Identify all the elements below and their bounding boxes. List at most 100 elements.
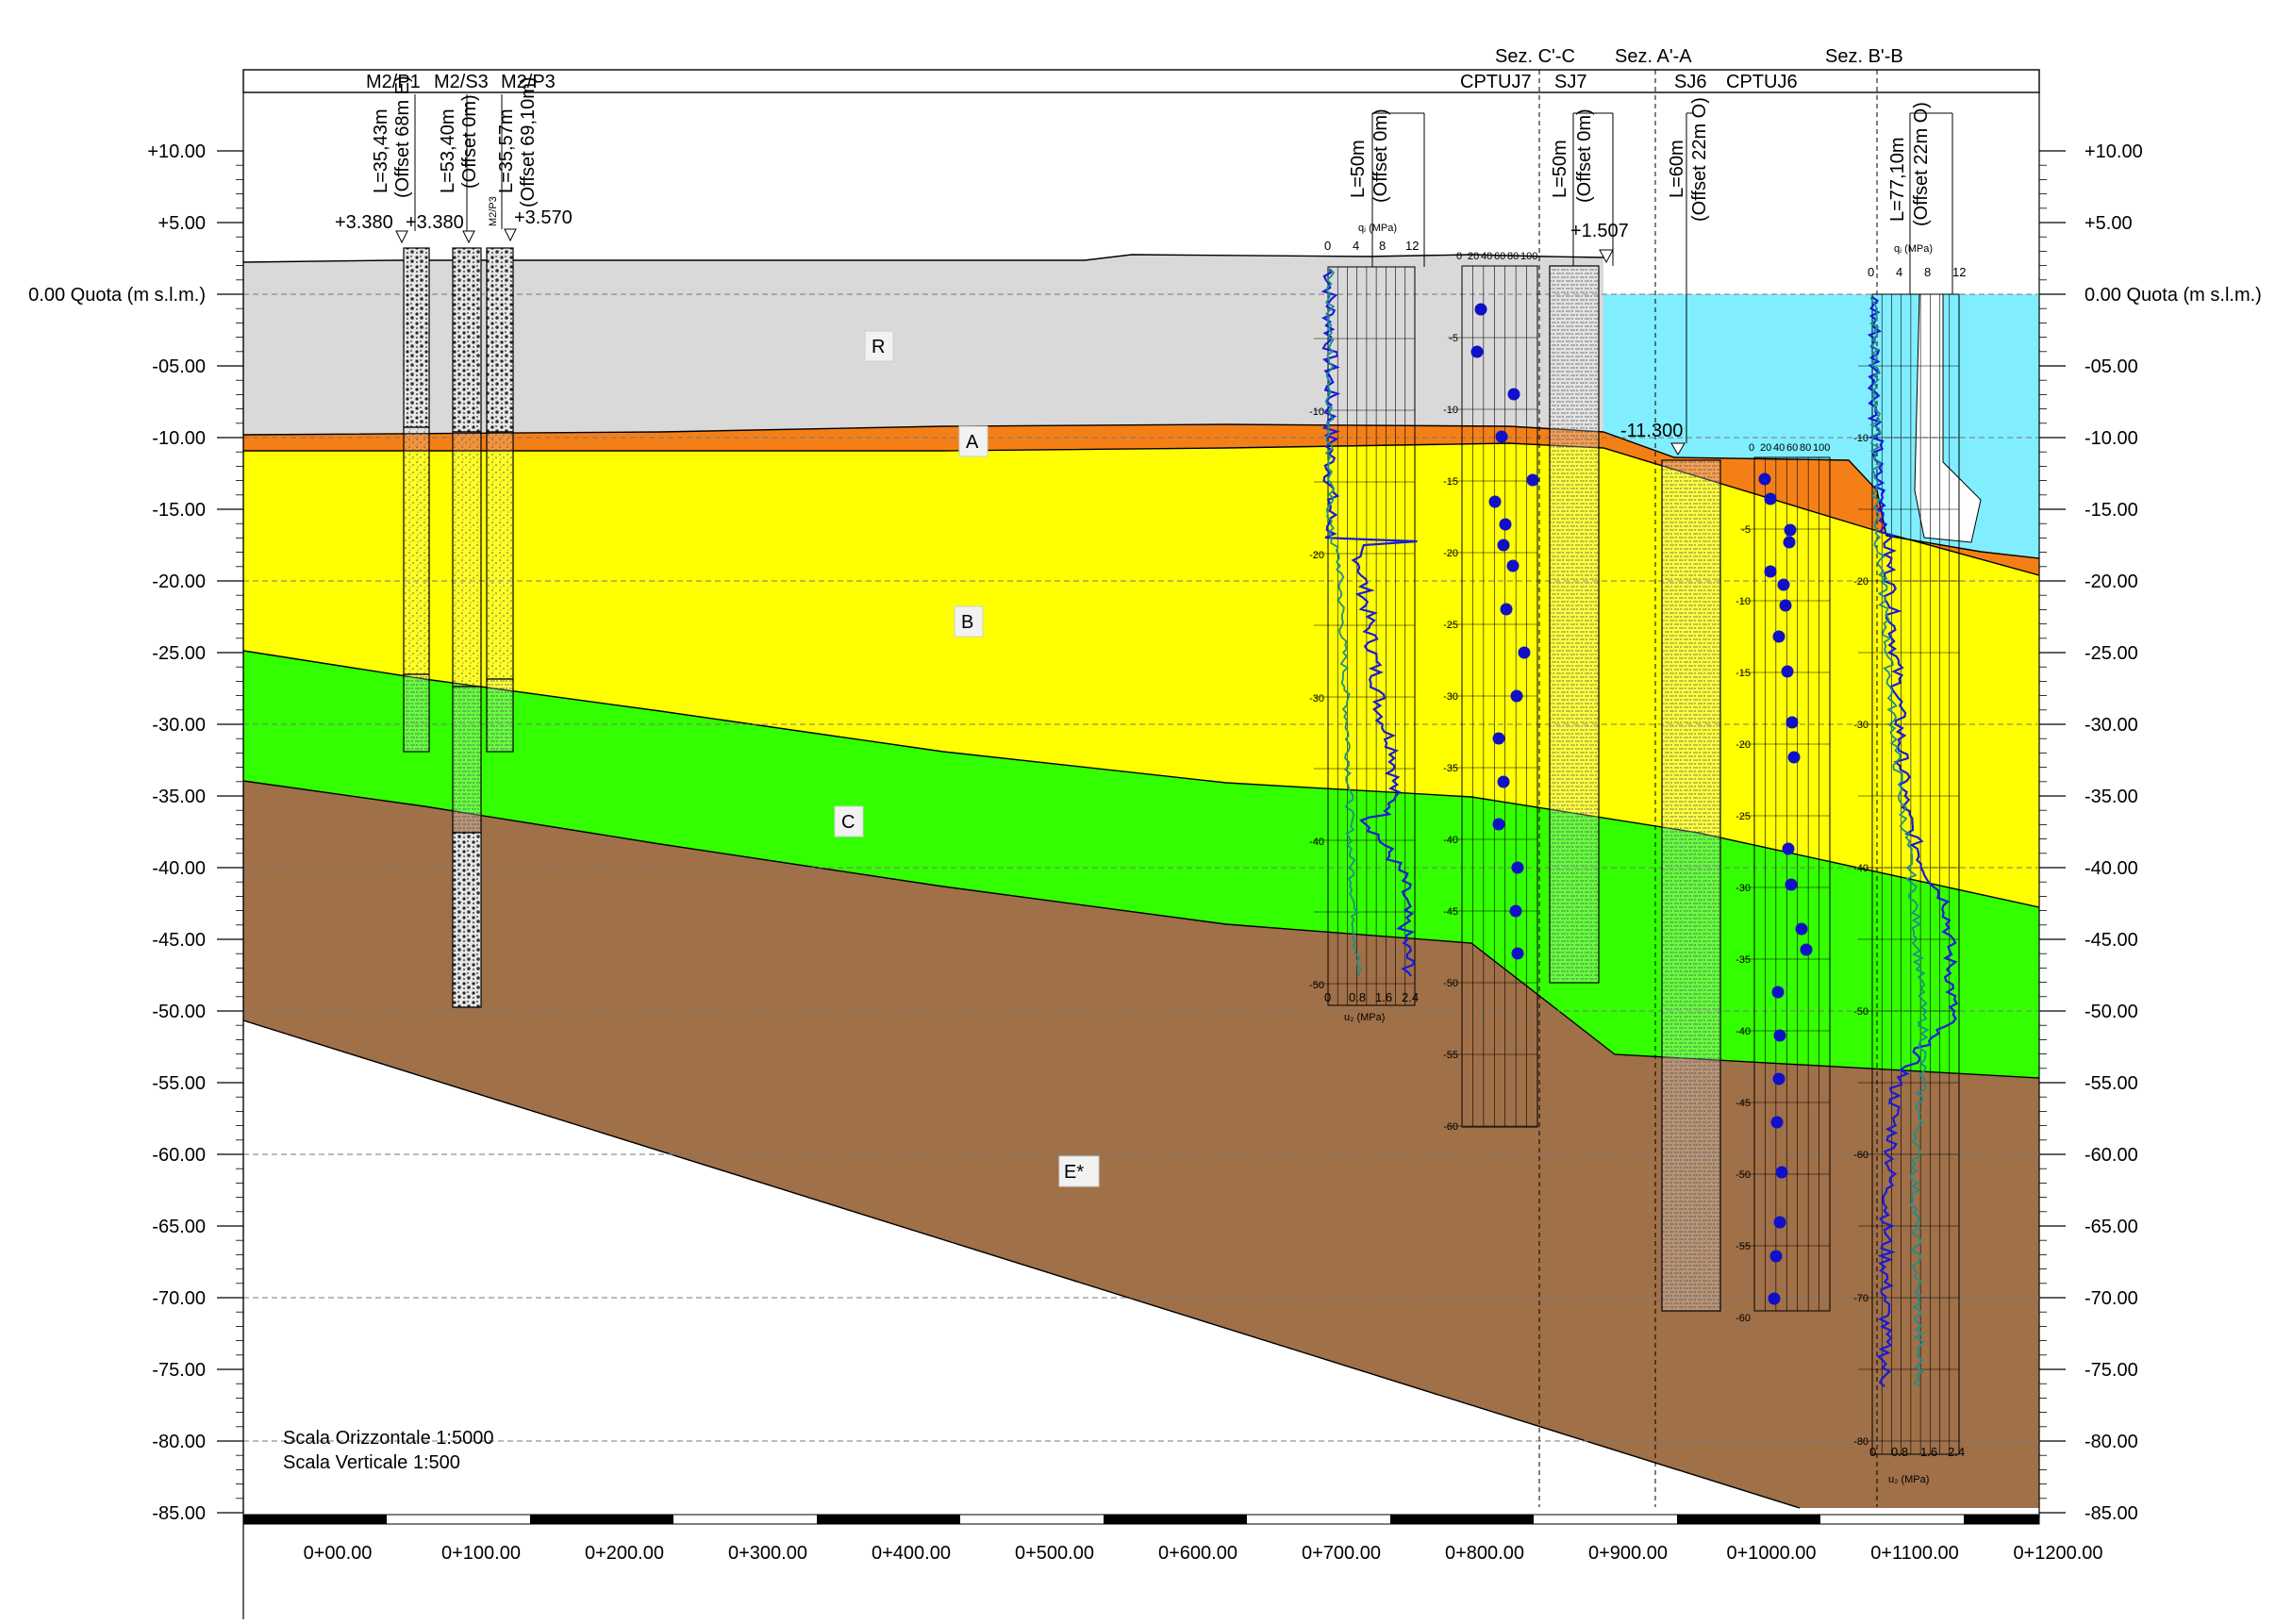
cptuj6-depth-label: -20 xyxy=(1853,576,1868,588)
sj6-depth-label: -20 xyxy=(1736,739,1751,751)
cptuj7-depth-label: -40 xyxy=(1309,837,1324,848)
layer-e-label: E* xyxy=(1064,1162,1084,1183)
sj7-depth-label: -55 xyxy=(1443,1050,1458,1061)
sj6-depth-label: -15 xyxy=(1736,668,1751,679)
chainage-label: 0+00.00 xyxy=(304,1543,373,1564)
sj6-length: L=60m xyxy=(1667,140,1687,198)
m2p1-length: L=35,43m xyxy=(371,108,391,193)
sj7-spt-ticks: 0 20 40 60 80 100 xyxy=(1456,251,1537,262)
layer-e-star xyxy=(243,781,2039,1508)
cptuj7-u2-label: u₂ (MPa) xyxy=(1344,1012,1385,1023)
m2p3-length: L=35,57m xyxy=(496,108,517,193)
cptuj6-depth-label: -40 xyxy=(1853,863,1868,874)
layer-labels: R A B C E* xyxy=(834,330,1100,1187)
svg-text:100: 100 xyxy=(1520,251,1537,262)
layer-c-label: C xyxy=(841,812,855,833)
elevation-label: -35.00 xyxy=(2084,787,2138,807)
sj7-depth-label: -20 xyxy=(1443,548,1458,559)
spt-point xyxy=(1781,665,1794,678)
cptuj7-u2-ticks: 0 0.8 1.6 2.4 xyxy=(1324,990,1419,1004)
sj7-depth-label: -5 xyxy=(1449,333,1458,344)
sj6-depth-label: -50 xyxy=(1736,1169,1751,1181)
chainage-label: 0+900.00 xyxy=(1588,1543,1668,1564)
svg-text:20: 20 xyxy=(1468,251,1479,262)
spt-point xyxy=(1492,818,1505,831)
svg-text:0: 0 xyxy=(1324,990,1331,1004)
sj6-depth-label: -25 xyxy=(1736,811,1751,822)
svg-text:60: 60 xyxy=(1786,442,1798,454)
cptuj6-depth-label: -80 xyxy=(1853,1436,1868,1448)
chainage-label: 0+1100.00 xyxy=(1870,1543,1959,1564)
cptuj6-depth-label: -70 xyxy=(1853,1293,1868,1304)
svg-text:40: 40 xyxy=(1481,251,1492,262)
m2p3-top: +3.570 xyxy=(514,207,573,228)
sj7-depth-label: -45 xyxy=(1443,906,1458,918)
spt-point xyxy=(1509,904,1522,918)
sj7-depth-label: -50 xyxy=(1443,978,1458,989)
spt-point xyxy=(1500,603,1513,616)
borehole-m2p1: L=35,43m (Offset 68m E) +3.380 xyxy=(335,75,430,753)
spt-point xyxy=(1768,1292,1781,1305)
m2s3-length: L=53,40m xyxy=(438,108,458,193)
sj6-depth-label: -55 xyxy=(1736,1241,1751,1252)
chainage-label: 0+1200.00 xyxy=(2013,1543,2102,1564)
spt-point xyxy=(1518,646,1531,659)
spt-point xyxy=(1497,775,1510,788)
elevation-label: -80.00 xyxy=(152,1432,206,1452)
channel-bank xyxy=(1914,293,1982,543)
elevation-label: +10.00 xyxy=(2084,141,2143,162)
cptuj6-qc-label: qⱼ (MPa) xyxy=(1894,243,1933,255)
spt-point xyxy=(1771,986,1785,999)
elevation-label: -25.00 xyxy=(152,643,206,664)
elevation-label: +5.00 xyxy=(158,213,206,234)
chainage-label: 0+600.00 xyxy=(1158,1543,1237,1564)
elevation-label: -35.00 xyxy=(152,787,206,807)
cptuj6-chart: L=77,10m (Offset 22m O) qⱼ (MPa) 0 4 8 1… xyxy=(1858,102,1966,1485)
elevation-label: -70.00 xyxy=(152,1288,206,1309)
svg-text:0.8: 0.8 xyxy=(1349,990,1366,1004)
spt-point xyxy=(1795,922,1808,936)
cptuj7-length: L=50m xyxy=(1348,140,1369,198)
sj6-spt-ticks: 0 20 40 60 80 100 xyxy=(1749,442,1830,454)
cptuj6-offset: (Offset 22m O) xyxy=(1911,102,1932,226)
svg-text:1.6: 1.6 xyxy=(1920,1445,1937,1459)
sj7-depth-label: -30 xyxy=(1443,691,1458,703)
spt-point xyxy=(1474,303,1487,316)
spt-point xyxy=(1764,565,1777,578)
elevation-label: 0.00 Quota (m s.l.m.) xyxy=(2084,285,2262,306)
sj6-depth-label: -45 xyxy=(1736,1098,1751,1109)
cptuj6-depth-label: -60 xyxy=(1853,1150,1868,1161)
sj6-depth-label: -30 xyxy=(1736,883,1751,894)
cptuj7-depth-label: -20 xyxy=(1309,550,1324,561)
sj7-depth-label: -35 xyxy=(1443,763,1458,774)
cptuj6-depth-label: -10 xyxy=(1853,433,1868,444)
spt-point xyxy=(1507,388,1520,401)
spt-point xyxy=(1772,630,1785,643)
elevation-label: -05.00 xyxy=(152,356,206,377)
borehole-m2s3: L=53,40m (Offset 0m) +3.380 xyxy=(406,94,482,1008)
scale-horizontal: Scala Orizzontale 1:5000 xyxy=(283,1428,493,1449)
elevation-label: -40.00 xyxy=(2084,858,2138,879)
spt-point xyxy=(1511,947,1524,960)
sj6-depth-label: -5 xyxy=(1741,524,1751,536)
cptuj6-depth-label: -50 xyxy=(1853,1006,1868,1018)
svg-text:80: 80 xyxy=(1800,442,1811,454)
borehole-sj7: L=50m (Offset 0m) +1.507 xyxy=(1549,108,1629,984)
header-strip xyxy=(242,69,2040,93)
chainage-label: 0+700.00 xyxy=(1302,1543,1381,1564)
borehole-m2p3: L=35,57m (Offset 69,10m) M2/P3 +3.570 xyxy=(486,76,573,753)
cptuj7-offset: (Offset 0m) xyxy=(1370,108,1391,203)
svg-text:4: 4 xyxy=(1353,239,1359,253)
sj6-depth-label: -60 xyxy=(1736,1313,1751,1324)
sj7-depth-label: -10 xyxy=(1443,405,1458,416)
elevation-label: -20.00 xyxy=(2084,572,2138,592)
sj6-spt-chart: 0 20 40 60 80 100 xyxy=(1740,442,1831,1312)
sj7-depth-label: -15 xyxy=(1443,476,1458,488)
scale-bar-segment xyxy=(1390,1515,1534,1524)
svg-text:12: 12 xyxy=(1405,239,1419,253)
elevation-axis-left: +10.00 +5.00 0.00 Quota (m s.l.m.) -05.00 -1… xyxy=(28,141,244,1524)
spt-point xyxy=(1495,430,1508,443)
cptuj6-length: L=77,10m xyxy=(1887,137,1908,222)
elevation-label: -45.00 xyxy=(152,930,206,951)
sj6-offset: (Offset 22m O) xyxy=(1689,97,1710,222)
